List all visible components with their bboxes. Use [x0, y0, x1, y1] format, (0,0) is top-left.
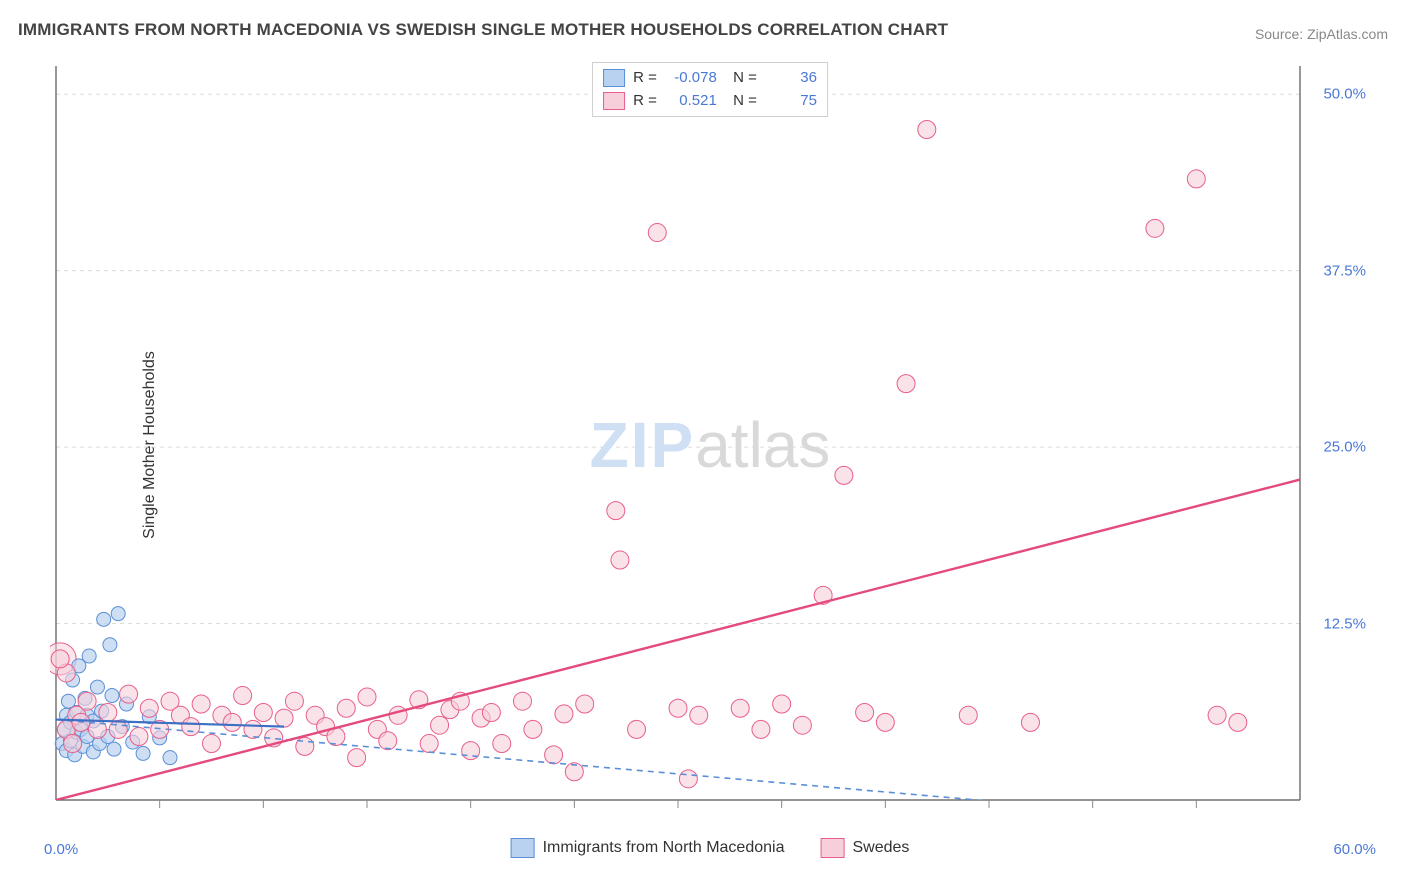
legend-swatch-2: [820, 838, 844, 858]
legend-item-2: Swedes: [820, 838, 909, 858]
x-min-label: 0.0%: [44, 841, 78, 858]
stats-n-val-2: 75: [765, 90, 817, 113]
y-tick-label: 37.5%: [1323, 262, 1366, 279]
bottom-legend: Immigrants from North Macedonia Swedes: [511, 838, 910, 858]
y-tick-label: 50.0%: [1323, 86, 1366, 103]
source-label: Source: ZipAtlas.com: [1255, 26, 1388, 42]
legend-label-2: Swedes: [852, 839, 909, 857]
stats-r-val-1: -0.078: [665, 67, 717, 90]
legend-item-1: Immigrants from North Macedonia: [511, 838, 785, 858]
stats-row-2: R = 0.521 N = 75: [603, 90, 817, 113]
stats-n-val-1: 36: [765, 67, 817, 90]
stats-swatch-1: [603, 69, 625, 87]
stats-r-label-2: R =: [633, 90, 657, 113]
stats-row-1: R = -0.078 N = 36: [603, 67, 817, 90]
x-max-label: 60.0%: [1333, 841, 1376, 858]
chart-title: IMMIGRANTS FROM NORTH MACEDONIA VS SWEDI…: [18, 20, 948, 40]
stats-r-label-1: R =: [633, 67, 657, 90]
stats-n-label-2: N =: [725, 90, 757, 113]
stats-n-label-1: N =: [725, 67, 757, 90]
plot-area: Single Mother Households ZIPatlas R = -0…: [50, 60, 1370, 830]
y-tick-label: 25.0%: [1323, 439, 1366, 456]
legend-label-1: Immigrants from North Macedonia: [543, 839, 785, 857]
chart-svg: [50, 60, 1370, 830]
legend-swatch-1: [511, 838, 535, 858]
stats-r-val-2: 0.521: [665, 90, 717, 113]
stats-swatch-2: [603, 92, 625, 110]
stats-box: R = -0.078 N = 36 R = 0.521 N = 75: [592, 62, 828, 117]
y-tick-label: 12.5%: [1323, 615, 1366, 632]
